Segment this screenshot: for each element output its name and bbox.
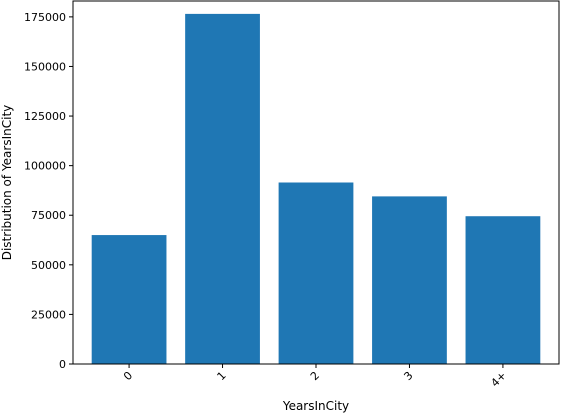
x-tick-label: 0 <box>121 369 135 383</box>
bar-0 <box>91 235 167 364</box>
x-tick-label: 1 <box>215 369 229 383</box>
x-tick-label: 4+ <box>488 369 509 390</box>
bar-2 <box>278 182 354 364</box>
x-axis-label: YearsInCity <box>282 399 349 413</box>
y-tick-label: 125000 <box>24 110 66 123</box>
y-axis-label: Distribution of YearsInCity <box>0 105 14 261</box>
y-tick-label: 100000 <box>24 160 66 173</box>
y-axis-ticks: 0 25000 50000 75000 100000 125000 150000 175000 <box>24 11 73 371</box>
y-tick-label: 75000 <box>31 209 66 222</box>
y-tick-label: 25000 <box>31 308 66 321</box>
y-tick-label: 50000 <box>31 259 66 272</box>
bar-3 <box>372 196 447 364</box>
y-tick-label: 150000 <box>24 60 66 73</box>
x-tick-label: 3 <box>401 369 415 383</box>
y-tick-label: 0 <box>59 358 66 371</box>
bar-1 <box>185 13 260 365</box>
plot-frame <box>72 0 560 365</box>
y-tick-label: 175000 <box>24 11 66 24</box>
x-axis-ticks: 0 1 2 3 4+ <box>121 364 509 390</box>
x-tick-label: 2 <box>308 369 322 383</box>
bar-4+ <box>465 216 541 364</box>
bars-group <box>91 13 541 365</box>
